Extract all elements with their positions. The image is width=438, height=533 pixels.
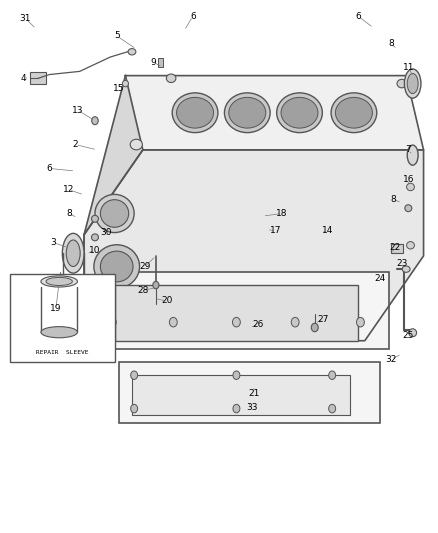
Text: 2: 2 xyxy=(73,140,78,149)
Text: 5: 5 xyxy=(114,31,120,41)
Text: 24: 24 xyxy=(374,274,385,283)
Text: 8: 8 xyxy=(66,209,72,218)
Ellipse shape xyxy=(281,98,318,128)
Ellipse shape xyxy=(41,276,78,287)
Ellipse shape xyxy=(291,317,299,327)
Ellipse shape xyxy=(66,240,80,266)
Text: REPAIR  SLEEVE: REPAIR SLEEVE xyxy=(36,350,88,355)
Ellipse shape xyxy=(166,74,176,83)
Ellipse shape xyxy=(131,371,138,379)
Ellipse shape xyxy=(153,281,159,289)
Ellipse shape xyxy=(122,80,128,87)
Ellipse shape xyxy=(229,98,266,128)
Text: 16: 16 xyxy=(403,174,414,183)
Bar xyxy=(30,72,46,84)
Ellipse shape xyxy=(100,251,133,282)
Text: 21: 21 xyxy=(248,389,259,398)
Ellipse shape xyxy=(130,139,142,150)
Text: 15: 15 xyxy=(113,84,125,93)
Text: 31: 31 xyxy=(20,14,31,23)
Bar xyxy=(391,244,403,253)
Ellipse shape xyxy=(328,371,336,379)
Text: 9: 9 xyxy=(151,58,157,67)
Polygon shape xyxy=(84,150,424,341)
Ellipse shape xyxy=(409,329,417,337)
Text: 29: 29 xyxy=(139,262,151,271)
Ellipse shape xyxy=(41,327,78,338)
Polygon shape xyxy=(125,76,424,150)
Ellipse shape xyxy=(92,215,99,222)
Text: 13: 13 xyxy=(72,106,83,115)
Text: 6: 6 xyxy=(355,12,361,21)
Polygon shape xyxy=(84,76,143,341)
Ellipse shape xyxy=(397,79,406,88)
Bar xyxy=(132,375,350,415)
Text: 19: 19 xyxy=(50,304,62,313)
Text: 33: 33 xyxy=(246,402,258,411)
Ellipse shape xyxy=(100,200,129,227)
Ellipse shape xyxy=(402,266,410,272)
Ellipse shape xyxy=(357,317,364,327)
Text: 6: 6 xyxy=(190,12,196,21)
Ellipse shape xyxy=(131,405,138,413)
Ellipse shape xyxy=(233,405,240,413)
Ellipse shape xyxy=(109,317,116,327)
Text: 25: 25 xyxy=(403,331,414,340)
Text: 6: 6 xyxy=(46,164,52,173)
Text: 11: 11 xyxy=(403,63,414,72)
Ellipse shape xyxy=(404,69,421,98)
Text: 28: 28 xyxy=(137,286,148,295)
Bar xyxy=(10,274,115,362)
Ellipse shape xyxy=(62,233,84,273)
Ellipse shape xyxy=(328,405,336,413)
Text: 22: 22 xyxy=(390,244,401,253)
Ellipse shape xyxy=(63,284,84,294)
Ellipse shape xyxy=(277,93,322,133)
Bar xyxy=(119,362,380,423)
Ellipse shape xyxy=(177,98,214,128)
Text: 18: 18 xyxy=(276,209,288,218)
Ellipse shape xyxy=(405,205,412,212)
Text: 12: 12 xyxy=(63,185,74,194)
Ellipse shape xyxy=(224,93,270,133)
Ellipse shape xyxy=(311,323,318,332)
Bar xyxy=(102,272,389,349)
Ellipse shape xyxy=(407,74,418,94)
Ellipse shape xyxy=(407,145,418,165)
Ellipse shape xyxy=(233,317,240,327)
Bar xyxy=(115,285,358,341)
Text: 10: 10 xyxy=(89,246,101,255)
Ellipse shape xyxy=(92,234,99,241)
Ellipse shape xyxy=(95,195,134,232)
Ellipse shape xyxy=(406,241,414,249)
Text: 26: 26 xyxy=(252,320,264,329)
Text: 30: 30 xyxy=(100,228,112,237)
Text: 14: 14 xyxy=(322,227,333,236)
Ellipse shape xyxy=(92,117,98,125)
Text: 23: 23 xyxy=(396,260,407,268)
Ellipse shape xyxy=(128,49,136,55)
Text: 7: 7 xyxy=(406,146,411,155)
Text: 4: 4 xyxy=(20,74,26,83)
Bar xyxy=(158,58,163,67)
Text: 32: 32 xyxy=(385,355,396,364)
Ellipse shape xyxy=(233,371,240,379)
Ellipse shape xyxy=(94,245,140,288)
Ellipse shape xyxy=(46,277,72,286)
Ellipse shape xyxy=(331,93,377,133)
Ellipse shape xyxy=(336,98,372,128)
Ellipse shape xyxy=(406,183,414,191)
Text: 8: 8 xyxy=(388,39,394,49)
Text: 20: 20 xyxy=(161,296,173,305)
Text: 8: 8 xyxy=(390,195,396,204)
Text: 27: 27 xyxy=(318,315,329,324)
Text: 3: 3 xyxy=(51,238,57,247)
Text: 17: 17 xyxy=(270,227,281,236)
Ellipse shape xyxy=(172,93,218,133)
Ellipse shape xyxy=(170,317,177,327)
